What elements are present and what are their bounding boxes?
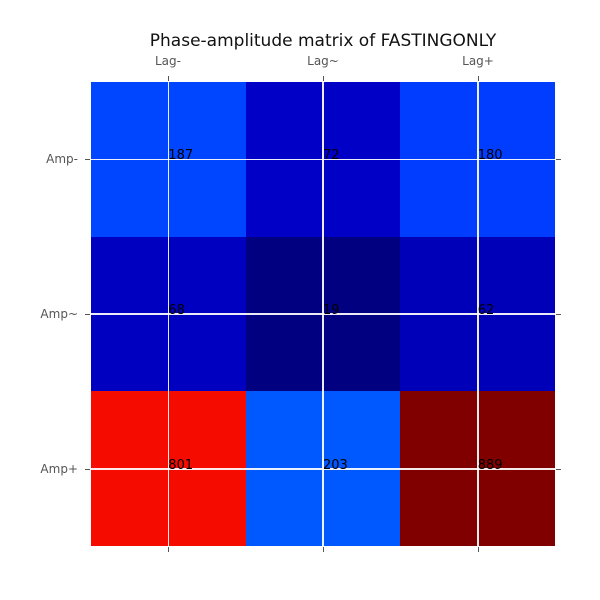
tick-mark-right-1 — [556, 159, 561, 160]
cell-value: 19 — [323, 303, 340, 318]
cell-value: 203 — [323, 458, 348, 473]
heatmap-plot: 187 72 180 68 19 62 801 203 889 — [91, 82, 555, 546]
tick-mark-right-2 — [556, 314, 561, 315]
tick-mark-bottom-3 — [478, 547, 479, 552]
tick-mark-top-3 — [478, 76, 479, 81]
cell-value: 68 — [168, 303, 185, 318]
x-tick-label-lag-minus: Lag- — [155, 54, 181, 68]
tick-mark-left-3 — [85, 469, 90, 470]
x-tick-label-lag-mid: Lag~ — [307, 54, 339, 68]
cell-value: 180 — [477, 148, 503, 163]
cell-value: 62 — [477, 303, 495, 318]
cell-value: 72 — [323, 148, 340, 163]
gridline-horizontal-1 — [91, 158, 555, 161]
gridline-horizontal-3 — [91, 468, 555, 470]
tick-mark-bottom-1 — [168, 547, 169, 552]
tick-mark-bottom-2 — [323, 547, 324, 552]
tick-mark-left-2 — [85, 314, 90, 315]
cell-value: 889 — [477, 458, 503, 473]
y-tick-label-amp-plus: Amp+ — [40, 462, 78, 476]
gridline-horizontal-2 — [91, 313, 555, 315]
tick-mark-left-1 — [85, 159, 90, 160]
tick-mark-top-2 — [323, 76, 324, 81]
tick-mark-right-3 — [556, 469, 561, 470]
x-tick-label-lag-plus: Lag+ — [462, 54, 494, 68]
chart-title: Phase-amplitude matrix of FASTINGONLY — [149, 31, 497, 51]
y-tick-label-amp-mid: Amp~ — [40, 307, 78, 321]
y-tick-label-amp-minus: Amp- — [46, 152, 78, 166]
tick-mark-top-1 — [168, 76, 169, 81]
cell-value: 801 — [168, 458, 194, 473]
cell-value: 187 — [168, 148, 194, 163]
